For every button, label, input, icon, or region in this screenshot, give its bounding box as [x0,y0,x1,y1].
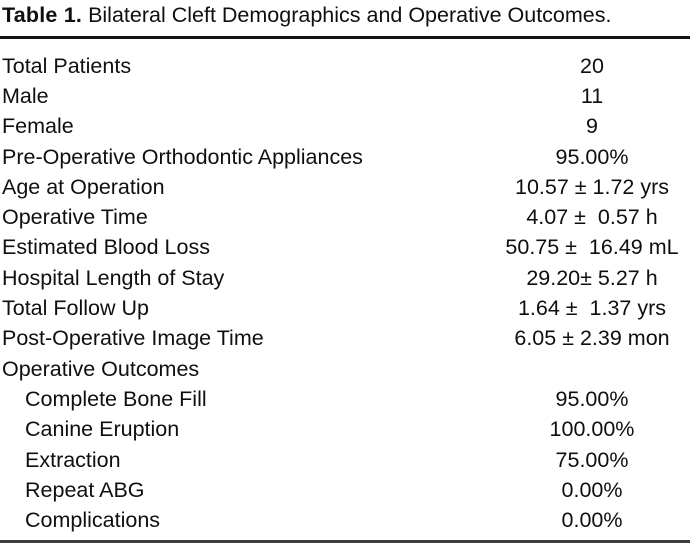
table-row: Estimated Blood Loss 50.75 ± 16.49 mL [0,233,690,263]
table-body: Total Patients 20 Male 11 Female 9 Pre-Operati… [0,51,690,536]
row-value: 29.20± 5.27 h [526,265,658,290]
table-row: Total Follow Up 1.64 ± 1.37 yrs [0,293,690,323]
row-label: Total Patients [2,53,132,78]
table-row: Repeat ABG 0.00% [0,475,690,505]
table-caption: Bilateral Cleft Demographics and Operati… [88,3,612,27]
top-rule-divider [0,36,690,39]
row-label: Canine Eruption [25,417,180,442]
row-value: 100.00% [549,417,635,442]
row-label: Operative Outcomes [2,356,200,381]
table-number: Table 1. [2,3,83,27]
table-row: Hospital Length of Stay 29.20± 5.27 h [0,263,690,293]
row-value: 50.75 ± 16.49 mL [505,235,679,260]
row-label: Post-Operative Image Time [2,326,264,351]
table-row: Female 9 [0,112,690,142]
row-value: 75.00% [555,447,629,472]
row-label: Extraction [25,447,121,472]
table-row: Post-Operative Image Time 6.05 ± 2.39 mon [0,324,690,354]
row-value: 95.00% [555,386,629,411]
row-value: 95.00% [555,144,629,169]
row-label: Male [2,83,49,108]
table-row: Male 11 [0,81,690,111]
row-value: 0.00% [561,508,623,533]
row-label: Age at Operation [2,174,165,199]
table-row: Canine Eruption 100.00% [0,415,690,445]
row-label: Total Follow Up [2,296,149,321]
bottom-rule-divider [0,539,690,544]
row-label: Hospital Length of Stay [2,265,225,290]
row-value: 0.00% [561,477,623,502]
table-row: Extraction 75.00% [0,445,690,475]
row-value: 10.57 ± 1.72 yrs [514,174,670,199]
row-value: 11 [580,83,604,108]
row-value: 1.64 ± 1.37 yrs [517,296,667,321]
row-value: 20 [580,53,604,78]
table-row: Age at Operation 10.57 ± 1.72 yrs [0,172,690,202]
table-row: Operative Outcomes [0,354,690,384]
row-label: Operative Time [2,205,148,230]
row-label: Complications [25,508,161,533]
table-row: Operative Time 4.07 ± 0.57 h [0,202,690,232]
row-label: Repeat ABG [25,477,145,502]
row-value: 4.07 ± 0.57 h [526,205,658,230]
table-row: Total Patients 20 [0,51,690,81]
row-label: Female [2,114,74,139]
row-value: 9 [586,114,598,139]
table-row: Complications 0.00% [0,505,690,535]
row-label: Complete Bone Fill [25,386,207,411]
row-label: Pre-Operative Orthodontic Appliances [2,144,363,169]
table-row: Complete Bone Fill 95.00% [0,384,690,414]
row-value: 6.05 ± 2.39 mon [514,326,670,351]
table-title: Table 1. Bilateral Cleft Demographics and… [0,0,690,36]
table-row: Pre-Operative Orthodontic Appliances 95.0… [0,142,690,172]
row-label: Estimated Blood Loss [2,235,210,260]
